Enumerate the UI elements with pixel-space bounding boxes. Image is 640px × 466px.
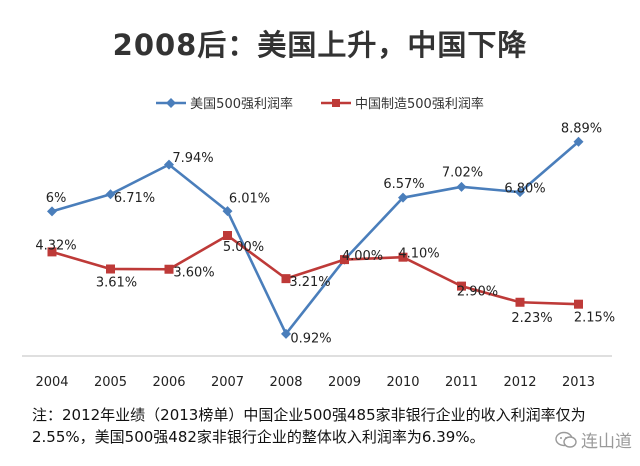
data-label-cn: 2.23% xyxy=(511,311,552,326)
data-point-us xyxy=(164,159,174,170)
data-label-us: 6.57% xyxy=(383,177,424,192)
data-label-cn: 5.00% xyxy=(223,240,264,255)
wechat-icon xyxy=(555,431,577,448)
data-label-cn: 2.90% xyxy=(457,285,498,300)
data-point-us xyxy=(573,136,584,147)
legend: 美国500强利润率 中国制造500强利润率 xyxy=(0,93,640,112)
data-label-us: 0.92% xyxy=(290,331,331,346)
data-point-cn xyxy=(457,281,466,291)
data-point-us xyxy=(281,328,291,339)
data-point-us xyxy=(47,206,57,217)
series-line-cn xyxy=(51,234,579,306)
data-label-cn: 4.32% xyxy=(35,238,76,253)
data-label-us: 7.02% xyxy=(442,165,483,180)
data-label-us: 8.89% xyxy=(561,121,602,136)
data-point-us xyxy=(398,192,408,203)
data-label-cn: 4.00% xyxy=(342,249,383,264)
data-point-cn xyxy=(340,255,349,265)
x-tick-label: 2004 xyxy=(35,375,68,390)
legend-label-cn: 中国制造500强利润率 xyxy=(355,97,484,112)
x-tick-label: 2005 xyxy=(94,375,127,390)
x-tick-label: 2013 xyxy=(562,375,595,390)
data-point-cn xyxy=(106,264,115,274)
x-tick-label: 2006 xyxy=(152,375,185,390)
data-label-cn: 3.21% xyxy=(289,275,330,290)
footnote: 注：2012年业绩（2013榜单）中国企业500强485家非银行企业的收入利润率… xyxy=(32,406,586,446)
data-point-cn xyxy=(398,252,408,262)
data-point-cn xyxy=(164,264,174,274)
watermark: 连山道 xyxy=(555,427,632,452)
data-point-cn xyxy=(574,299,583,309)
data-label-cn: 2.15% xyxy=(574,311,615,326)
x-tick-label: 2007 xyxy=(211,375,244,390)
data-point-us xyxy=(222,206,233,217)
data-label-us: 6.01% xyxy=(229,192,270,207)
x-tick-label: 2010 xyxy=(386,375,419,390)
data-point-cn xyxy=(281,274,291,284)
x-tick-label: 2012 xyxy=(503,375,536,390)
data-label-cn: 4.10% xyxy=(398,247,439,262)
data-point-cn xyxy=(47,247,57,257)
x-tick-label: 2008 xyxy=(269,375,302,390)
legend-swatch-cn xyxy=(321,98,351,107)
data-label-cn: 3.61% xyxy=(96,275,137,290)
data-label-us: 6.71% xyxy=(114,191,155,206)
x-tick-label: 2011 xyxy=(445,375,478,390)
legend-item-cn: 中国制造500强利润率 xyxy=(321,93,484,112)
data-label-us: 6% xyxy=(46,191,67,206)
chart-title: 2008后：美国上升，中国下降 xyxy=(112,28,528,62)
data-point-cn xyxy=(223,231,232,240)
data-label-cn: 3.60% xyxy=(173,266,214,281)
series-line-us xyxy=(51,140,580,336)
legend-item-us: 美国500强利润率 xyxy=(156,93,293,112)
data-label-us: 6.80% xyxy=(504,182,545,197)
data-point-cn xyxy=(515,297,525,307)
x-tick-label: 2009 xyxy=(328,375,361,390)
data-point-us xyxy=(456,181,467,192)
legend-swatch-us xyxy=(156,97,187,108)
data-point-us xyxy=(515,187,525,198)
data-point-us xyxy=(105,189,116,200)
data-label-us: 7.94% xyxy=(172,151,213,166)
legend-label-us: 美国500强利润率 xyxy=(190,97,293,112)
watermark-text: 连山道 xyxy=(581,432,632,452)
